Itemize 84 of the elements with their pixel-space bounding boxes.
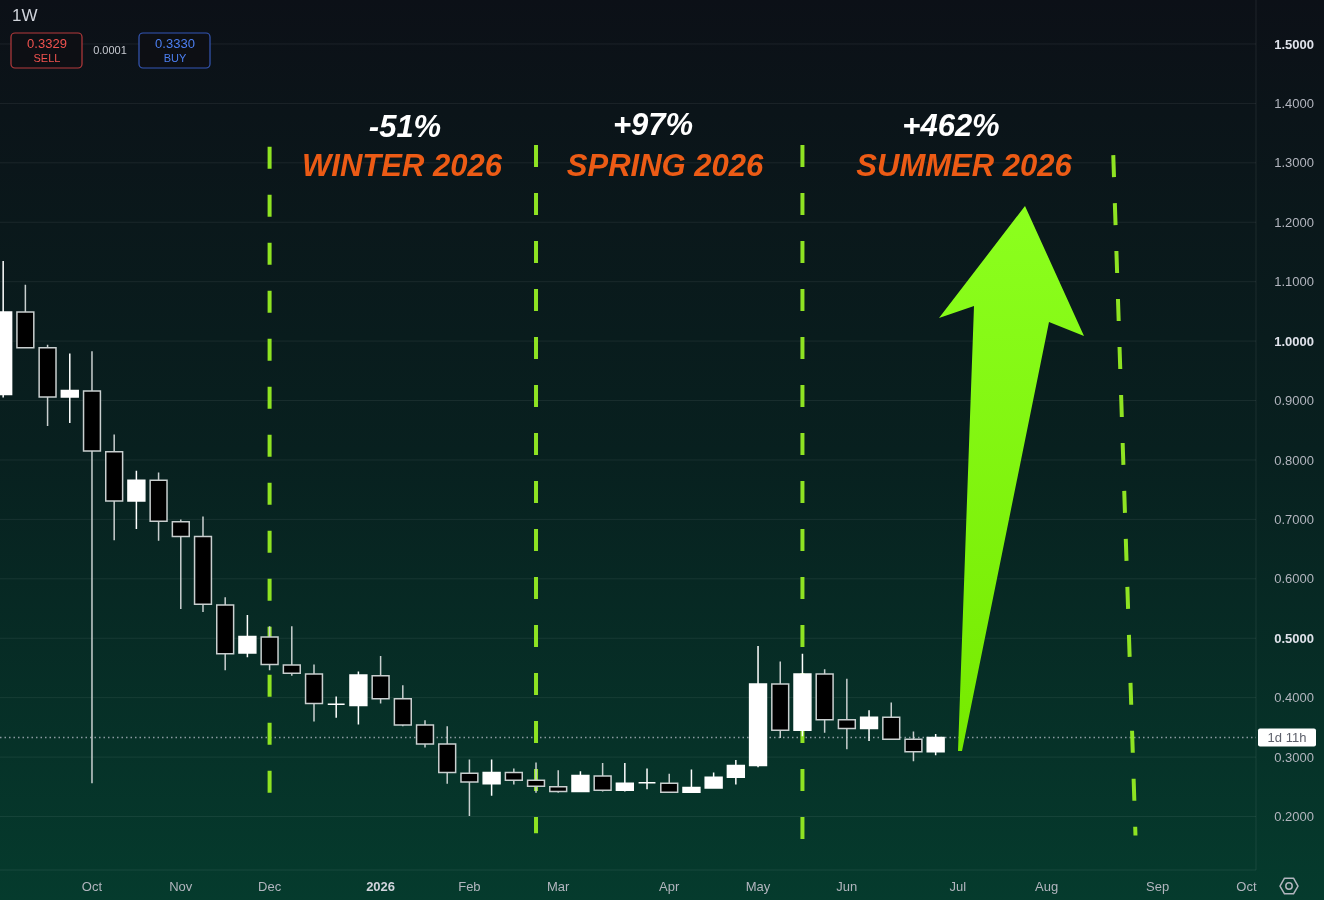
candlestick [393,684,412,727]
annotation: WINTER 2026 [302,148,503,183]
y-tick-label: 1.2000 [1274,214,1314,230]
y-tick-label: 1.3000 [1274,155,1314,171]
candlestick [260,625,279,672]
x-tick-label: Oct [1236,879,1257,894]
chart-title: 1W [12,6,38,25]
x-tick-label: Jul [949,879,967,894]
annotation: -51% [368,109,442,144]
candlestick [615,762,635,793]
x-tick-label: Oct [81,879,103,894]
candlestick [16,283,35,349]
candlestick [793,652,812,738]
candlestick [371,655,390,705]
y-tick-label: 0.4000 [1274,690,1314,706]
x-tick-label: Feb [458,879,481,894]
x-tick-label: 2026 [366,879,396,894]
annotation: BUY [163,52,187,64]
candlestick [105,433,124,541]
y-tick-label: 0.5000 [1274,630,1314,646]
annotation: 0.3330 [155,36,195,51]
candlestick [660,772,679,794]
candlestick [593,762,612,793]
candlestick [460,758,479,817]
candlestick [526,761,546,794]
candlestick [815,668,834,734]
candlestick [704,771,723,789]
y-tick-label: 0.2000 [1274,809,1314,825]
candlestick [282,625,301,677]
y-tick-label: 1.1000 [1274,274,1314,290]
candlestick [171,518,190,610]
candlestick [127,469,146,530]
x-tick-label: Mar [547,879,571,894]
sell-button: 0.3329 SELL [10,32,83,69]
candlestick [882,701,901,741]
candlestick [415,719,435,749]
candlestick [926,733,945,757]
candlestick [637,767,657,790]
candlestick [859,709,879,742]
x-tick-label: Aug [1035,879,1059,894]
x-tick-label: Dec [258,879,282,894]
candlestick [38,343,57,427]
x-tick-label: May [745,879,771,894]
x-tick-label: Apr [659,879,681,894]
candlestick [549,769,568,794]
candlestick [327,695,346,719]
y-tick-label: 0.9000 [1274,393,1314,409]
candlestick [60,352,79,424]
annotation: SELL [33,52,61,64]
y-tick-label: 0.8000 [1274,452,1314,468]
x-tick-label: Jun [836,879,858,894]
candlestick [238,614,257,658]
y-tick-label: 0.3000 [1274,749,1314,765]
annotation: SUMMER 2026 [856,148,1073,183]
candlestick [349,670,368,726]
candlestick [438,725,457,785]
candlestick [82,350,102,784]
annotation: +97% [612,107,694,142]
annotation: +462% [902,108,1000,143]
candlestick [482,758,501,797]
x-tick-label: Nov [169,879,193,894]
y-tick-label: 1.5000 [1274,36,1314,52]
y-tick-label: 1.0000 [1274,333,1314,349]
candlestick [504,767,523,786]
candlestick [149,471,168,542]
candlestick [771,660,790,739]
candlestick [904,730,923,762]
candlestick [193,515,213,613]
candlestick [748,645,768,768]
y-tick-label: 1.4000 [1274,95,1314,111]
y-tick-label: 0.7000 [1274,511,1314,527]
candlestick [216,596,235,672]
buy-button: 0.3330 BUY [138,32,211,69]
ref-line-label: 1d 11h [1267,729,1307,745]
annotation: SPRING 2026 [566,148,764,183]
annotation: 0.3329 [27,36,67,51]
annotation: 0.0001 [93,44,127,56]
candlestick [682,768,701,793]
candlestick [571,770,590,793]
candlestick [304,663,324,723]
x-tick-label: Sep [1146,879,1170,894]
candlestick [837,677,857,751]
candlestick [726,759,746,786]
y-tick-label: 0.6000 [1274,571,1314,587]
